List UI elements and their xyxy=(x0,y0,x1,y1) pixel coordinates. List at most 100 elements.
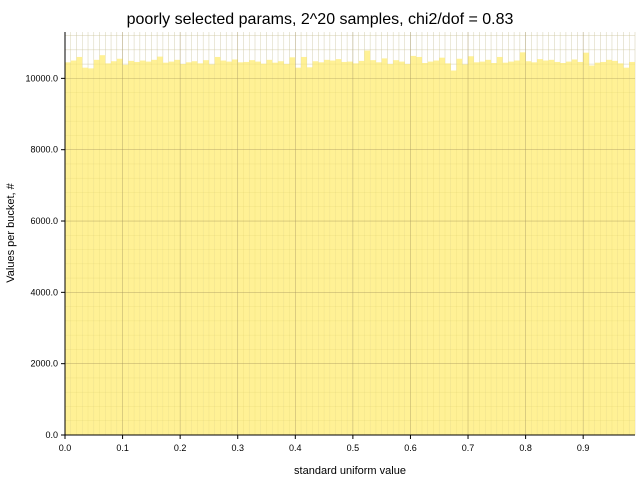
histogram-bar xyxy=(249,60,255,435)
x-tick-label: 0.7 xyxy=(462,443,475,453)
y-tick-label: 0.0 xyxy=(45,430,58,440)
histogram-bar xyxy=(508,61,515,435)
histogram-bar xyxy=(185,62,192,436)
x-tick-label: 0.3 xyxy=(231,443,244,453)
histogram-bar xyxy=(594,62,601,435)
histogram-bar xyxy=(577,61,584,436)
x-tick-label: 0.4 xyxy=(289,443,302,453)
histogram-bar xyxy=(623,67,630,435)
x-tick-label: 0.5 xyxy=(347,443,360,453)
histogram-bar xyxy=(272,62,279,435)
histogram-bar xyxy=(445,63,451,436)
histogram-bar xyxy=(203,60,209,435)
histogram-bar xyxy=(111,61,117,435)
histogram-bar xyxy=(214,56,221,436)
histogram-bar xyxy=(301,56,307,436)
y-axis-label: Values per bucket, # xyxy=(5,182,17,282)
histogram-bar xyxy=(571,59,578,436)
histogram-bar xyxy=(375,62,382,436)
histogram-bar xyxy=(583,52,589,435)
histogram-bar xyxy=(151,59,158,436)
histogram-bar xyxy=(473,62,480,436)
histogram-bar xyxy=(496,56,503,436)
histogram-bar xyxy=(76,56,83,436)
histogram-bar xyxy=(162,62,169,435)
histogram-bar xyxy=(542,60,549,435)
histogram-bar xyxy=(191,61,198,435)
histogram-bar xyxy=(565,61,572,435)
histogram-bar xyxy=(70,60,77,435)
histogram-bar xyxy=(226,61,232,435)
histogram-bar xyxy=(306,67,313,436)
major-grid xyxy=(64,32,636,436)
histogram-bar xyxy=(318,62,325,436)
x-tick-label: 0.9 xyxy=(577,443,590,453)
x-tick-label: 0.8 xyxy=(519,443,532,453)
chart-title: poorly selected params, 2^20 samples, ch… xyxy=(127,11,514,28)
x-tick-label: 0.1 xyxy=(116,443,129,453)
histogram-bar xyxy=(65,62,71,436)
x-axis-label: standard uniform value xyxy=(294,465,406,477)
histogram-bar xyxy=(519,52,526,436)
histogram-bar xyxy=(427,61,434,435)
histogram-bar xyxy=(82,67,89,435)
histogram-bar xyxy=(237,62,244,436)
histogram-bar xyxy=(145,61,152,435)
histogram-bar xyxy=(514,60,520,435)
histogram-bar xyxy=(416,56,422,436)
histogram-bar xyxy=(600,61,607,436)
histogram-bar xyxy=(197,63,204,436)
histogram-bar xyxy=(289,57,296,436)
histogram-bar xyxy=(266,59,273,436)
histogram-bar xyxy=(174,59,181,436)
x-tick-label: 0.2 xyxy=(174,443,187,453)
histogram-bar xyxy=(462,64,469,435)
histogram-bar xyxy=(421,63,428,435)
x-tick-label: 0.0 xyxy=(59,443,72,453)
histogram-bar xyxy=(485,59,492,436)
histogram-bar xyxy=(537,59,543,435)
histogram-bar xyxy=(410,55,417,436)
histogram-bar xyxy=(278,61,284,435)
histogram-bar xyxy=(531,62,538,436)
histogram-bar xyxy=(105,63,112,436)
histogram-bar xyxy=(358,60,365,436)
histogram-bar xyxy=(370,60,376,435)
histogram-bar xyxy=(335,59,342,435)
y-tick-label: 6000.0 xyxy=(30,216,58,226)
histogram-bar xyxy=(554,61,561,436)
histogram-bar xyxy=(450,70,457,435)
histogram-bar xyxy=(231,59,238,436)
x-tick-label: 0.6 xyxy=(404,443,417,453)
histogram-bar xyxy=(381,58,388,436)
histogram-bar xyxy=(588,65,595,435)
histogram-bars xyxy=(65,50,635,436)
histogram-bar xyxy=(157,56,163,435)
histogram-bar xyxy=(99,55,106,435)
histogram-bar xyxy=(491,63,497,435)
histogram-bar xyxy=(139,60,146,435)
histogram-bar xyxy=(134,61,140,436)
histogram-bar xyxy=(341,61,348,436)
histogram-bar xyxy=(398,61,405,435)
histogram-bar xyxy=(629,61,635,436)
histogram-bar xyxy=(122,64,129,436)
histogram-bar xyxy=(502,62,509,435)
y-tick-label: 4000.0 xyxy=(30,287,58,297)
y-tick-label: 10000.0 xyxy=(25,73,58,83)
histogram-bar xyxy=(364,50,371,435)
histogram-bar xyxy=(433,60,440,435)
histogram-bar xyxy=(260,63,267,435)
histogram-bar xyxy=(88,68,94,436)
histogram-bar xyxy=(243,61,250,436)
histogram-bar xyxy=(617,63,624,436)
histogram-bar xyxy=(312,61,319,435)
histogram-bar xyxy=(479,61,486,435)
histogram-bar xyxy=(324,59,330,436)
histogram-bar xyxy=(560,63,566,435)
histogram-bar xyxy=(255,61,261,435)
y-axis-ticks: 0.0 2000.0 4000.0 6000.0 8000.0 10000.0 xyxy=(25,73,65,440)
axes xyxy=(64,32,635,436)
y-tick-label: 2000.0 xyxy=(30,359,58,369)
